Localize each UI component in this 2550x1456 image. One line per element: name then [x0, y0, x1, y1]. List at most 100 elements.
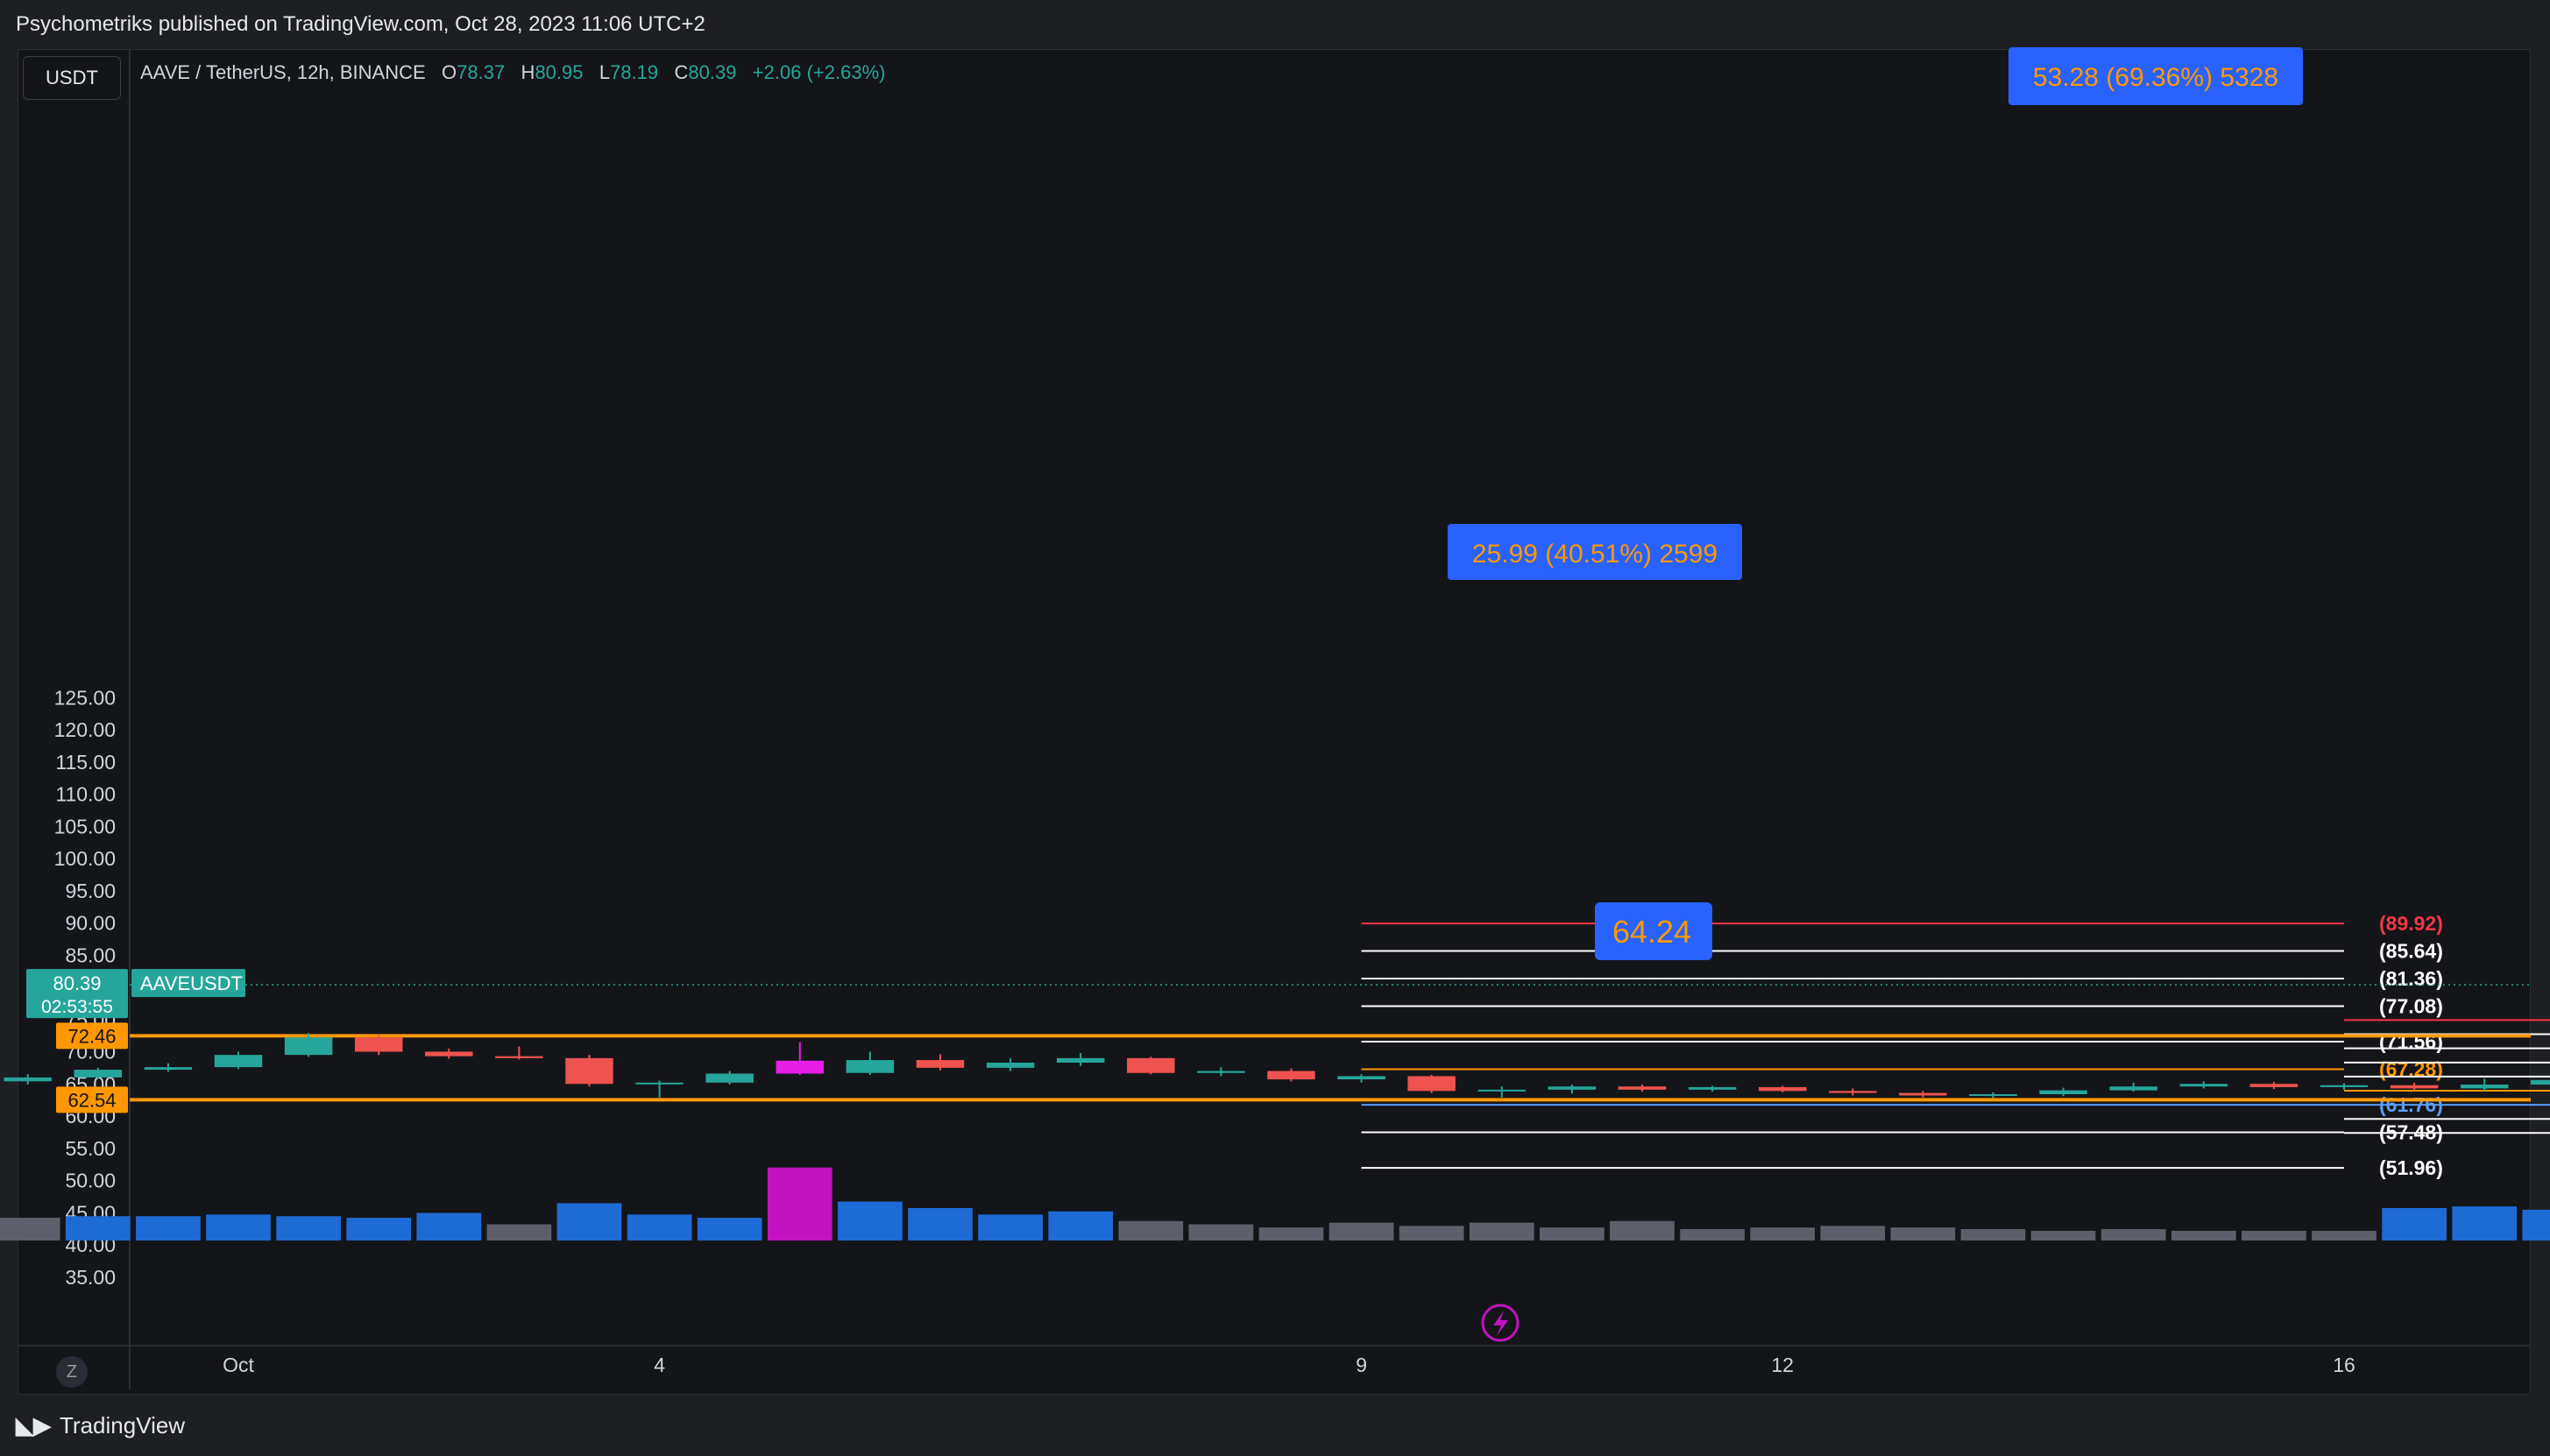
candle-body[interactable] — [986, 1062, 1035, 1068]
footer-bar: ◣▶ TradingView — [0, 1400, 2550, 1456]
volume-bar — [2242, 1230, 2306, 1240]
candle-body[interactable] — [74, 1070, 123, 1078]
volume-bar — [1890, 1227, 1956, 1240]
candle-body[interactable] — [2320, 1085, 2369, 1087]
volume-bar — [1820, 1226, 1886, 1240]
publisher-text: Psychometriks published on TradingView.c… — [16, 12, 705, 36]
tradingview-brand[interactable]: ◣▶ TradingView — [16, 1412, 185, 1439]
y-tick-label: 125.00 — [54, 686, 116, 709]
candle-body[interactable] — [1829, 1091, 1877, 1093]
volume-bar — [1188, 1224, 1254, 1240]
volume-bar — [2312, 1230, 2376, 1240]
symbol-tag-label: AAVEUSDT — [140, 972, 243, 994]
volume-bar — [65, 1216, 131, 1240]
legend-high: 80.95 — [535, 61, 584, 83]
candle-body[interactable] — [1758, 1086, 1807, 1092]
y-tick-label: 115.00 — [55, 751, 116, 774]
candle-body[interactable] — [284, 1037, 333, 1056]
y-tick-label: 120.00 — [54, 718, 116, 741]
x-tick-label: 16 — [2333, 1354, 2355, 1376]
candle-body[interactable] — [2249, 1084, 2299, 1087]
volume-bar — [2522, 1209, 2550, 1240]
candle-body[interactable] — [1407, 1076, 1456, 1092]
candle-body[interactable] — [1618, 1086, 1667, 1090]
candle-body[interactable] — [846, 1060, 895, 1073]
chart-panel[interactable] — [18, 49, 2531, 1395]
y-tick-label: 95.00 — [65, 880, 116, 902]
candle-body[interactable] — [354, 1037, 403, 1052]
candle-body[interactable] — [565, 1057, 613, 1085]
candle-body[interactable] — [635, 1082, 684, 1085]
volume-bar — [556, 1203, 622, 1240]
volume-bar — [1610, 1220, 1675, 1240]
volume-bar — [1469, 1222, 1534, 1240]
candle-body[interactable] — [144, 1067, 193, 1071]
candle-body[interactable] — [1969, 1094, 2017, 1097]
measure-label-box — [2008, 47, 2303, 105]
fib-level-label: (77.08) — [2379, 994, 2443, 1017]
symbol-tag — [131, 969, 245, 998]
volume-bar — [908, 1208, 973, 1240]
candle-body[interactable] — [705, 1073, 754, 1083]
candle-body[interactable] — [214, 1055, 263, 1068]
candle-body[interactable] — [916, 1060, 965, 1068]
candle-body[interactable] — [2109, 1086, 2157, 1091]
candle-body[interactable] — [2179, 1084, 2228, 1087]
volume-bar — [346, 1218, 412, 1240]
candle-body[interactable] — [2531, 1079, 2550, 1085]
volume-bar — [1328, 1222, 1394, 1240]
volume-bar — [0, 1218, 60, 1240]
candle-body[interactable] — [1337, 1076, 1385, 1080]
measure-label-box — [1448, 524, 1742, 580]
volume-bar — [1048, 1211, 1114, 1240]
candle-body[interactable] — [1899, 1092, 1947, 1096]
volume-bar — [2100, 1229, 2166, 1240]
candle-body[interactable] — [2460, 1084, 2509, 1089]
candle-body[interactable] — [776, 1060, 825, 1074]
legend-open-label: O — [442, 61, 457, 83]
y-tick-label: 35.00 — [65, 1266, 116, 1289]
volume-bar — [1750, 1227, 1816, 1240]
candle-body[interactable] — [425, 1051, 473, 1057]
last-price-value: 80.39 — [53, 972, 101, 994]
candle-body[interactable] — [1548, 1086, 1597, 1090]
y-tick-label: 90.00 — [65, 912, 116, 935]
volume-bar — [767, 1167, 832, 1240]
volume-bar — [1680, 1229, 1745, 1240]
fib-level-label: (85.64) — [2379, 940, 2443, 963]
timezone-button[interactable]: Z — [56, 1356, 88, 1388]
volume-bar — [838, 1201, 903, 1240]
lightning-icon-ring[interactable] — [1481, 1304, 1519, 1342]
y-tick-label: 110.00 — [55, 783, 116, 806]
currency-button[interactable]: USDT — [23, 56, 121, 100]
candle-body[interactable] — [1477, 1089, 1526, 1092]
legend-symbol: AAVE / TetherUS, 12h, BINANCE — [140, 61, 426, 83]
measure-label: 25.99 (40.51%) 2599 — [1472, 540, 1718, 569]
candle-body[interactable] — [1267, 1071, 1315, 1080]
fib-level-label: (51.96) — [2379, 1156, 2443, 1179]
candle-body[interactable] — [495, 1056, 543, 1058]
candle-body[interactable] — [4, 1077, 52, 1082]
candle-body[interactable] — [1127, 1057, 1175, 1073]
lightning-icon — [1493, 1311, 1508, 1336]
tradingview-name: TradingView — [60, 1412, 186, 1438]
y-tick-label: 105.00 — [54, 815, 116, 838]
volume-bar — [486, 1224, 552, 1240]
legend-close: 80.39 — [688, 61, 737, 83]
measure-label: 53.28 (69.36%) 5328 — [2033, 63, 2278, 92]
volume-bar — [1118, 1220, 1184, 1240]
candle-body[interactable] — [1197, 1071, 1245, 1073]
candle-body[interactable] — [2390, 1085, 2439, 1089]
volume-bar — [416, 1212, 482, 1240]
y-tick-label: 100.00 — [54, 847, 116, 870]
y-tick-label: 55.00 — [65, 1137, 116, 1160]
legend-close-label: C — [674, 61, 689, 83]
legend-high-label: H — [521, 61, 535, 83]
candle-body[interactable] — [1056, 1057, 1105, 1063]
x-tick-label: 12 — [1771, 1354, 1794, 1376]
volume-bar — [2382, 1208, 2447, 1240]
candle-body[interactable] — [1688, 1086, 1737, 1090]
candle-body[interactable] — [2039, 1090, 2087, 1095]
volume-bar — [2030, 1230, 2096, 1240]
